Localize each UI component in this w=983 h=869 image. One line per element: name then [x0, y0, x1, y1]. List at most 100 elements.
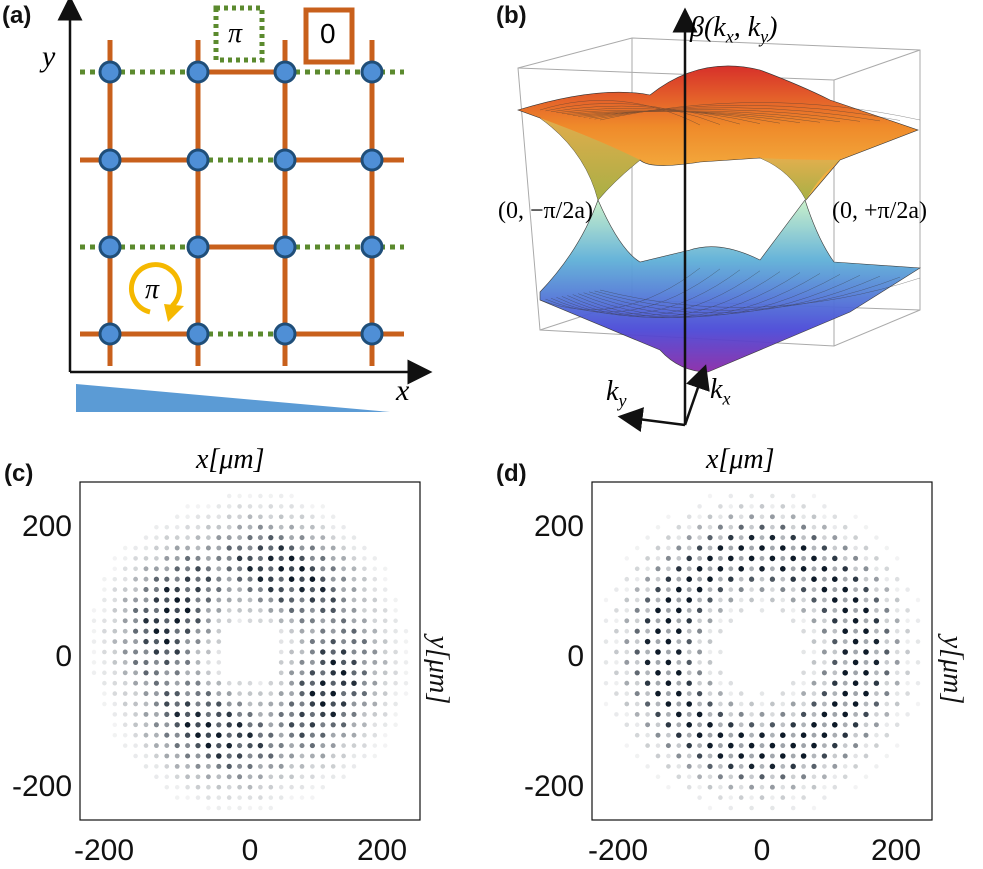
intensity-dot [382, 608, 388, 613]
intensity-dot [707, 670, 713, 676]
intensity-dot [832, 774, 838, 780]
intensity-dot [842, 597, 848, 603]
intensity-dot [748, 763, 755, 770]
intensity-dot [603, 597, 609, 603]
intensity-dot [268, 722, 274, 728]
intensity-dot [153, 587, 159, 593]
intensity-dot [278, 732, 284, 738]
intensity-dot [697, 576, 703, 582]
intensity-dot [216, 545, 222, 551]
intensity-dot [842, 690, 848, 697]
intensity-dot [351, 649, 357, 655]
intensity-dot [289, 774, 294, 780]
intensity-dot [362, 545, 367, 551]
intensity-dot [247, 763, 253, 769]
intensity-dot [853, 514, 858, 520]
intensity-dot [832, 742, 838, 749]
intensity-dot [288, 545, 295, 551]
intensity-dot [634, 732, 640, 738]
intensity-dot [278, 514, 284, 520]
intensity-dot [216, 535, 222, 541]
intensity-dot [174, 722, 180, 728]
intensity-dot [164, 638, 170, 645]
intensity-dot [143, 638, 149, 645]
intensity-dot [341, 524, 346, 530]
intensity-dot [403, 680, 409, 686]
intensity-dot [320, 639, 326, 645]
intensity-dot [676, 607, 682, 614]
intensity-dot [894, 722, 900, 728]
dotted-legend-text: π [228, 18, 243, 49]
intensity-dot [309, 639, 315, 645]
intensity-dot [644, 638, 651, 645]
intensity-dot [195, 607, 201, 614]
intensity-dot [614, 608, 619, 613]
intensity-dot [122, 712, 128, 717]
intensity-dot [645, 576, 651, 582]
intensity-dot [205, 701, 212, 707]
intensity-dot [341, 764, 346, 769]
intensity-dot [905, 628, 910, 634]
intensity-dot [790, 795, 796, 800]
intensity-dot [707, 493, 713, 499]
intensity-dot [790, 608, 796, 613]
intensity-dot [226, 711, 232, 718]
intensity-dot [863, 722, 869, 728]
intensity-dot [770, 795, 775, 800]
intensity-dot [821, 524, 827, 530]
ky-label-main: k [606, 376, 619, 407]
intensity-dot [185, 659, 191, 665]
intensity-dot [122, 639, 128, 645]
intensity-dot [884, 732, 890, 738]
intensity-dot [361, 691, 367, 697]
intensity-dot [174, 763, 180, 769]
intensity-dot [769, 763, 776, 770]
intensity-dot [770, 504, 775, 509]
intensity-dot [853, 555, 859, 561]
intensity-dot [102, 680, 107, 686]
intensity-dot [351, 556, 357, 561]
intensity-dot [278, 555, 284, 562]
intensity-dot [676, 545, 682, 551]
intensity-dot [873, 722, 879, 728]
intensity-dot [133, 607, 139, 613]
kx-label-sub: x [722, 388, 731, 409]
c-xtick-0: 0 [242, 834, 259, 867]
intensity-dot [133, 618, 139, 624]
intensity-dot [665, 587, 671, 593]
intensity-dot [645, 587, 650, 592]
intensity-dot [863, 628, 869, 634]
intensity-dot [309, 659, 315, 665]
intensity-dot [790, 493, 796, 499]
intensity-dot [372, 659, 378, 665]
intensity-dot [665, 638, 672, 645]
intensity-dot [185, 555, 191, 561]
intensity-dot [811, 587, 817, 592]
intensity-dot [842, 753, 848, 759]
intensity-dot [676, 618, 682, 624]
intensity-dot [122, 587, 128, 592]
intensity-dot [289, 535, 295, 541]
intensity-dot [655, 628, 661, 634]
intensity-dot [91, 649, 97, 655]
intensity-dot [205, 587, 211, 593]
intensity-dot [728, 524, 734, 530]
intensity-dot [749, 597, 754, 603]
intensity-dot [603, 660, 609, 665]
intensity-dot [780, 701, 786, 707]
panel-a-label: (a) [2, 2, 32, 29]
intensity-dot [247, 711, 253, 717]
intensity-dot [143, 607, 149, 614]
intensity-dot [278, 711, 284, 717]
intensity-dot [738, 743, 744, 749]
intensity-dot [195, 576, 201, 582]
intensity-dot [174, 597, 180, 603]
intensity-dot [133, 556, 138, 561]
intensity-dot [853, 753, 858, 759]
intensity-dot [122, 566, 128, 572]
intensity-dot [811, 608, 817, 613]
intensity-dot [143, 535, 149, 540]
intensity-dot [800, 711, 807, 718]
intensity-dot [299, 504, 305, 509]
intensity-dot [821, 576, 827, 582]
